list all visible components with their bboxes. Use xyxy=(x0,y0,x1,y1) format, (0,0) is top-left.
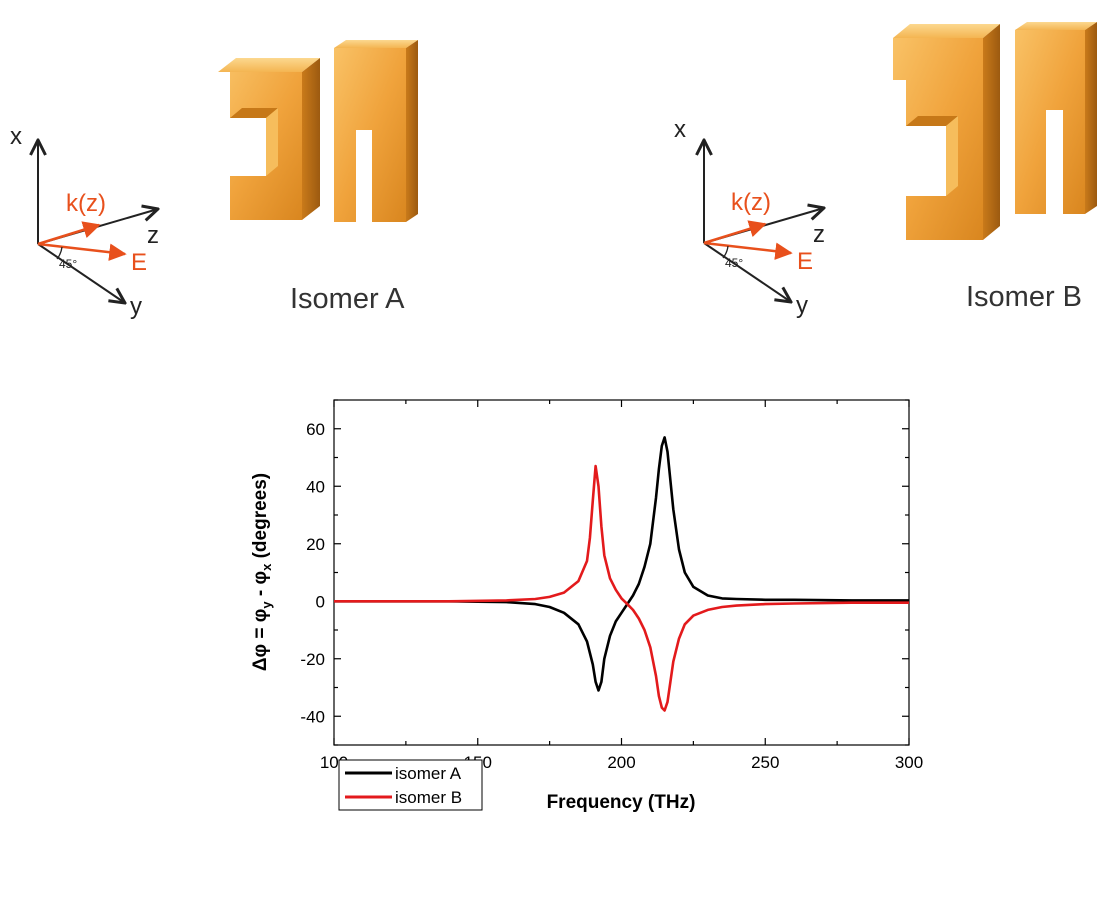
angle-arc xyxy=(56,246,63,260)
z-axis-label: z xyxy=(813,221,825,248)
coordinate-axes-b: x z y k(z) E 45° xyxy=(674,116,825,319)
plot-frame xyxy=(333,399,910,746)
diagram-isomer-b: x z y k(z) E 45° Isomer B xyxy=(674,22,1097,319)
isomer-a-structure-image: Isomer A xyxy=(218,40,418,315)
x-tick-label: 250 xyxy=(751,753,779,772)
coordinate-axes-a: x z y k(z) E 45° xyxy=(10,123,159,320)
y-axis-label: y xyxy=(130,293,142,320)
series-line-isomer-a xyxy=(334,436,909,692)
legend: isomer A isomer B xyxy=(338,759,483,811)
x-tick-label: 300 xyxy=(895,753,923,772)
y-axis-arrow xyxy=(703,242,791,302)
y-tick-label: 40 xyxy=(306,477,325,496)
e-vector-label: E xyxy=(131,249,147,276)
k-vector-label: k(z) xyxy=(66,190,106,217)
isomer-a-caption: Isomer A xyxy=(290,283,405,315)
series-lines xyxy=(334,436,909,712)
isomer-b-caption: Isomer B xyxy=(966,281,1082,313)
y-axis-label: y xyxy=(796,292,808,319)
legend-label-isomer-a: isomer A xyxy=(395,764,462,783)
angle-label: 45° xyxy=(59,257,77,271)
y-tick-label: 0 xyxy=(316,592,325,611)
e-vector-arrow xyxy=(37,242,127,261)
series-line-isomer-b xyxy=(334,464,909,712)
legend-label-isomer-b: isomer B xyxy=(395,788,462,807)
y-tick-label: -40 xyxy=(300,707,325,726)
legend-box xyxy=(338,759,483,811)
isomer-b-structure-image: Isomer B xyxy=(893,22,1097,313)
y-tick-label: 60 xyxy=(306,420,325,439)
z-axis-label: z xyxy=(147,222,159,249)
y-tick-label: 20 xyxy=(306,535,325,554)
x-axis-label: x xyxy=(674,116,686,143)
y-axis-title: Δφ = φy - φx (degrees) xyxy=(250,473,274,671)
x-tick-label: 200 xyxy=(607,753,635,772)
diagram-isomer-a: x z y k(z) E 45° Isomer A xyxy=(10,40,418,320)
angle-label: 45° xyxy=(725,256,743,270)
k-vector-arrow xyxy=(703,220,767,245)
axis-ticks xyxy=(333,399,910,746)
x-axis-label: x xyxy=(10,123,22,150)
y-tick-label: -20 xyxy=(300,650,325,669)
angle-arc xyxy=(722,245,729,259)
x-axis-title: Frequency (THz) xyxy=(547,792,696,813)
k-vector-label: k(z) xyxy=(731,189,771,216)
e-vector-arrow xyxy=(703,241,793,260)
k-vector-arrow xyxy=(37,221,101,246)
y-axis-arrow xyxy=(37,243,125,303)
e-vector-label: E xyxy=(797,248,813,275)
